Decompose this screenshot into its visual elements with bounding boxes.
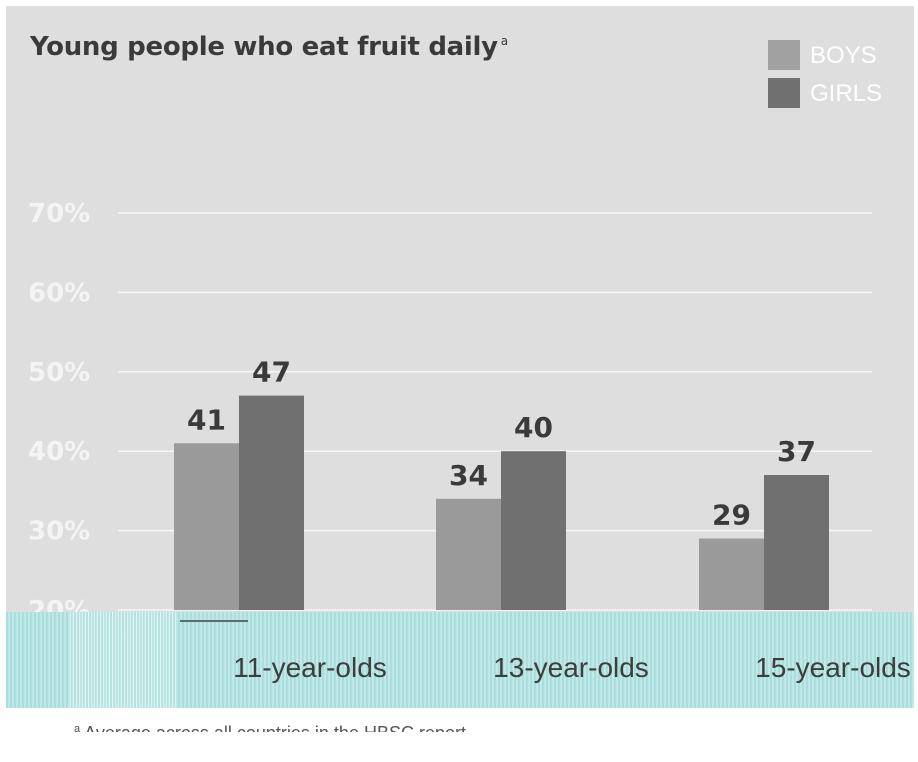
x-label-15-year-olds: 15-year-olds [755,652,911,683]
legend-label-boys: BOYS [810,42,877,69]
bar-boys-11-year-olds [174,443,239,610]
title-note-marker: a [500,34,508,49]
bar-boys-15-year-olds [699,538,764,610]
y-tick-60-label: 60% [28,278,90,308]
footnote: a Average across all countries in the HB… [74,718,466,732]
bar-girls-13-year-olds [501,451,566,610]
bar-girls-11-year-olds [239,395,304,610]
legend-swatch-girls [768,78,800,108]
y-tick-30-label: 30% [28,517,90,547]
data-label-girls-15-year-olds: 37 [777,435,816,468]
x-label-11-year-olds: 11-year-olds [233,652,387,683]
legend-swatch-boys [768,40,800,70]
y-tick-70-label: 70% [28,199,90,229]
data-label-girls-11-year-olds: 47 [252,356,291,389]
data-label-boys-11-year-olds: 41 [187,403,226,436]
bar-boys-13-year-olds [436,498,501,610]
band-tick-line [180,620,248,622]
footnote-marker: a [74,723,81,732]
chart-title: Young people who eat fruit daily a [30,32,508,62]
data-label-girls-13-year-olds: 40 [514,411,553,444]
chart-title-text: Young people who eat fruit daily [30,32,498,62]
data-label-boys-15-year-olds: 29 [712,499,751,532]
band-stripe [70,612,178,708]
y-tick-50-label: 50% [28,358,90,388]
bar-girls-15-year-olds [764,475,829,610]
data-label-boys-13-year-olds: 34 [449,459,488,492]
footnote-text: Average across all countries in the HBSC… [84,723,466,732]
x-label-13-year-olds: 13-year-olds [493,652,649,683]
y-tick-40-label: 40% [28,437,90,467]
legend-label-girls: GIRLS [810,80,883,107]
